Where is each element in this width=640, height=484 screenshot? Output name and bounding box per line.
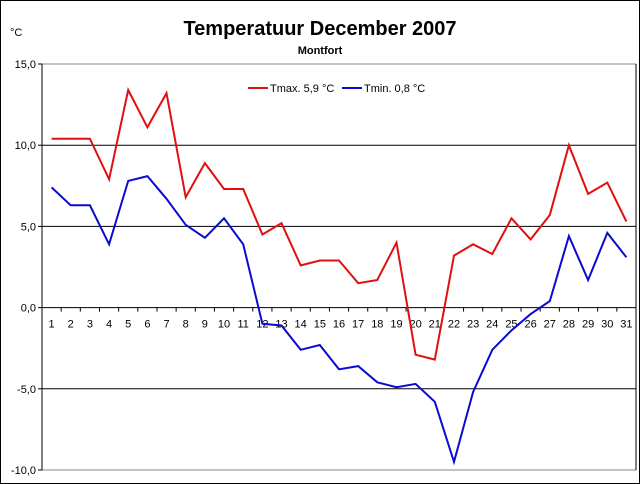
x-tick-label: 14: [295, 319, 307, 331]
legend-label: Tmin. 0,8 °C: [364, 83, 425, 95]
x-tick-label: 3: [87, 319, 93, 331]
y-tick-label: -5,0: [17, 384, 36, 396]
x-tick-label: 29: [582, 319, 594, 331]
x-tick-label: 10: [218, 319, 230, 331]
chart-title: Temperatuur December 2007: [183, 18, 457, 40]
series-line-tmax: [51, 87, 628, 361]
x-tick-label: 5: [125, 319, 131, 331]
x-tick-label: 24: [486, 319, 498, 331]
x-tick-label: 22: [448, 319, 460, 331]
x-tick-label: 7: [163, 319, 169, 331]
x-tick-label: 17: [352, 319, 364, 331]
x-tick-label: 15: [314, 319, 326, 331]
x-tick-label: 8: [183, 319, 189, 331]
y-tick-label: 0,0: [21, 303, 36, 315]
x-tick-label: 4: [106, 319, 112, 331]
chart-subtitle: Montfort: [297, 45, 343, 57]
x-tick-label: 19: [390, 319, 402, 331]
x-tick-label: 2: [68, 319, 74, 331]
legend-label: Tmax. 5,9 °C: [270, 83, 334, 95]
y-tick-label: 5,0: [21, 221, 36, 233]
series-line-tmin: [50, 174, 628, 466]
x-tick-label: 16: [333, 319, 345, 331]
x-tick-label: 26: [524, 319, 536, 331]
y-axis-label: °C: [10, 27, 23, 39]
x-tick-label: 27: [544, 319, 556, 331]
x-tick-label: 6: [144, 319, 150, 331]
x-tick-label: 21: [429, 319, 441, 331]
x-tick-label: 23: [467, 319, 479, 331]
y-tick-label: -10,0: [11, 465, 36, 477]
x-tick-label: 20: [410, 319, 422, 331]
y-tick-label: 15,0: [15, 59, 36, 71]
x-tick-label: 18: [371, 319, 383, 331]
x-tick-label: 11: [237, 319, 248, 331]
x-tick-label: 25: [505, 319, 517, 331]
x-tick-label: 28: [563, 319, 575, 331]
x-tick-label: 1: [49, 319, 55, 331]
y-tick-label: 10,0: [15, 140, 36, 152]
x-tick-label: 9: [202, 319, 208, 331]
x-tick-label: 31: [620, 319, 632, 331]
x-tick-label: 30: [601, 319, 613, 331]
